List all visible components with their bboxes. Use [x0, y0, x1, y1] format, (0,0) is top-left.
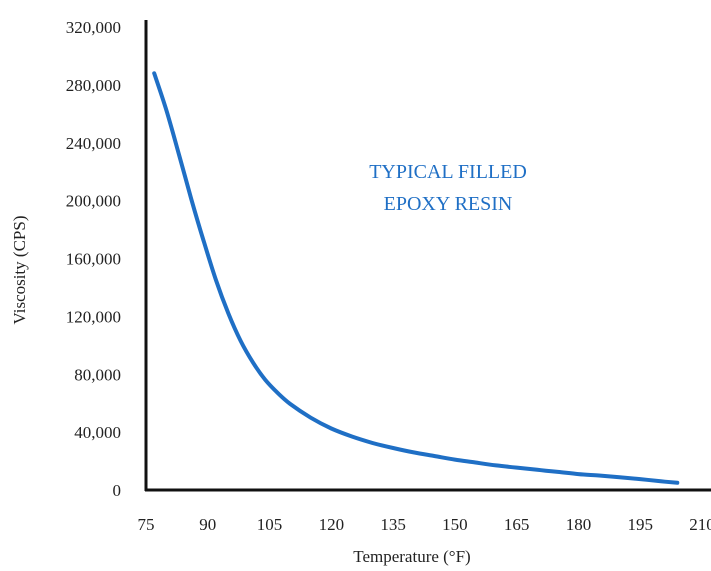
annotation-line-1: TYPICAL FILLED: [369, 161, 527, 183]
x-tick-label: 165: [504, 515, 530, 534]
y-tick-label: 280,000: [66, 76, 121, 95]
y-tick-label: 320,000: [66, 18, 121, 37]
x-tick-label: 135: [380, 515, 406, 534]
x-axis-title: Temperature (°F): [353, 547, 470, 566]
x-tick-label: 120: [319, 515, 345, 534]
x-tick-label: 150: [442, 515, 468, 534]
y-tick-label: 80,000: [74, 365, 121, 384]
y-tick-label: 120,000: [66, 307, 121, 326]
x-tick-label: 195: [627, 515, 653, 534]
series-layer: [152, 71, 680, 485]
series-line-0: [152, 71, 680, 485]
x-tick-label: 210: [689, 515, 711, 534]
y-tick-labels: 0 40,000 80,000 120,000 160,000 200,000 240,00…: [66, 18, 121, 500]
y-tick-label: 200,000: [66, 192, 121, 211]
x-tick-label: 180: [566, 515, 592, 534]
y-tick-label: 240,000: [66, 134, 121, 153]
x-tick-label: 75: [138, 515, 155, 534]
annotation-line-2: EPOXY RESIN: [384, 193, 513, 215]
x-tick-label: 105: [257, 515, 283, 534]
y-axis-title: Viscosity (CPS): [10, 215, 29, 324]
y-tick-label: 0: [113, 481, 122, 500]
x-tick-label: 90: [199, 515, 216, 534]
x-tick-labels: 75 90 105 120 135 150 165 180 195 210: [138, 515, 711, 534]
y-tick-label: 160,000: [66, 250, 121, 269]
y-tick-label: 40,000: [74, 423, 121, 442]
